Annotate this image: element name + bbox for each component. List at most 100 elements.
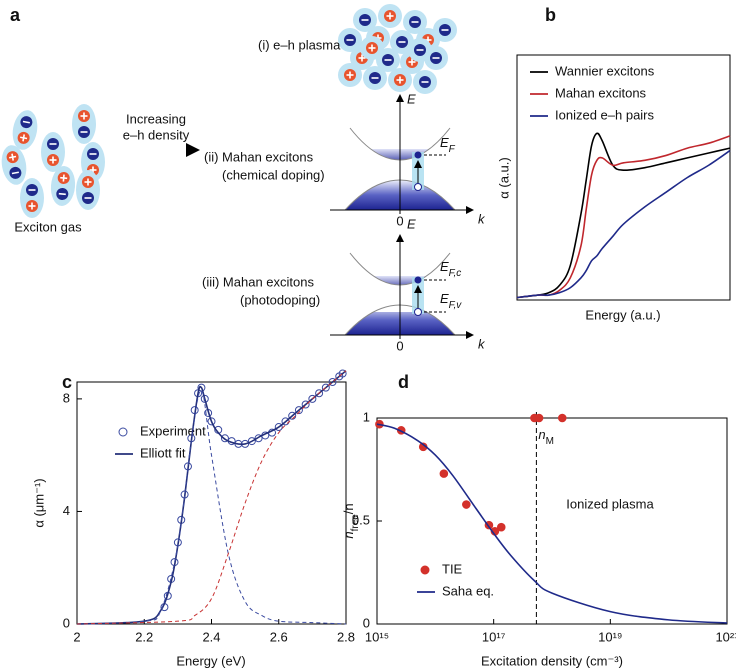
fermi-label: EF,v xyxy=(440,291,462,310)
data-point xyxy=(274,423,283,432)
mahan-label: (chemical doping) xyxy=(222,167,325,182)
y-tick-label: 8 xyxy=(63,390,70,405)
text-piece: E xyxy=(440,291,449,306)
exciton xyxy=(363,66,387,90)
x-axis-label: Energy (a.u.) xyxy=(585,307,660,322)
y-axis-label: α (μm⁻¹) xyxy=(31,478,46,527)
exciton-cloud xyxy=(72,104,96,144)
panel-letter: c xyxy=(62,372,72,392)
data-point xyxy=(294,406,303,415)
momentum-axis-label: k xyxy=(478,336,486,351)
text-piece: F,c xyxy=(449,268,462,279)
data-point xyxy=(338,369,347,378)
data-point xyxy=(207,417,216,426)
data-point xyxy=(247,437,256,446)
exciton xyxy=(50,166,76,206)
exciton xyxy=(378,4,402,28)
exciton xyxy=(390,30,414,54)
x-tick-label: 2.8 xyxy=(337,629,355,644)
component-line xyxy=(76,389,347,625)
legend-label: TIE xyxy=(442,561,463,576)
x-axis-label: Energy (eV) xyxy=(176,653,245,668)
data-point xyxy=(220,434,229,443)
sign xyxy=(22,120,30,124)
data-point xyxy=(439,469,449,478)
data-point xyxy=(534,413,544,423)
energy-axis-label: E xyxy=(407,216,416,231)
exciton xyxy=(76,170,100,210)
x-tick-label: 2 xyxy=(73,629,80,644)
legend-label: Elliott fit xyxy=(140,445,186,460)
sign xyxy=(11,171,19,175)
origin-label: 0 xyxy=(396,338,403,353)
series-line xyxy=(76,370,347,625)
annotation: Ionized plasma xyxy=(566,496,654,511)
exciton xyxy=(12,110,38,150)
mahan-label: (iii) Mahan excitons xyxy=(202,274,314,289)
data-point xyxy=(321,383,330,392)
x-tick-label: 2.4 xyxy=(202,629,220,644)
momentum-axis-label: k xyxy=(478,211,486,226)
mahan-label: (photodoping) xyxy=(240,292,320,307)
arrow-label: e–h density xyxy=(123,127,190,142)
data-point xyxy=(254,434,263,443)
legend-label: Mahan excitons xyxy=(555,85,647,100)
fermi-label: EF,c xyxy=(440,259,461,278)
series-line xyxy=(516,135,731,299)
sign xyxy=(22,134,26,142)
text-piece: n xyxy=(341,531,356,538)
x-tick-label: 10¹⁵ xyxy=(365,629,389,644)
x-axis-label: Excitation density (cm⁻³) xyxy=(481,653,623,668)
text-piece: E xyxy=(440,135,449,150)
exciton xyxy=(403,10,427,34)
exciton-cloud xyxy=(41,132,65,172)
panel-letter: b xyxy=(545,5,556,25)
mahan-label: (ii) Mahan excitons xyxy=(204,149,314,164)
density-arrow-head xyxy=(186,143,200,157)
origin-label: 0 xyxy=(396,213,403,228)
exciton xyxy=(41,132,65,172)
arrow-label: Increasing xyxy=(126,111,186,126)
text-piece: /n xyxy=(341,503,356,514)
exciton xyxy=(1,145,27,185)
fermi-label: EF xyxy=(440,135,456,154)
x-tick-label: 10¹⁷ xyxy=(482,629,506,644)
y-axis-label: nfree/n xyxy=(341,503,360,538)
exciton-cloud xyxy=(20,178,44,218)
y-tick-label: 0 xyxy=(63,615,70,630)
exciton xyxy=(72,104,96,144)
y-axis-label: α (a.u.) xyxy=(496,157,511,198)
band-diagram-chem xyxy=(330,94,474,214)
exciton xyxy=(338,28,362,52)
text-piece: free xyxy=(350,514,361,532)
data-point xyxy=(308,394,317,403)
data-point xyxy=(315,389,324,398)
panel-letter: d xyxy=(398,372,409,392)
energy-axis-label: E xyxy=(407,91,416,106)
plot-frame xyxy=(516,54,731,301)
sign xyxy=(62,174,65,182)
text-piece: F,v xyxy=(449,300,463,311)
data-point xyxy=(200,394,209,403)
y-tick-label: 4 xyxy=(63,503,70,518)
sign xyxy=(58,192,66,196)
x-tick-label: 2.2 xyxy=(135,629,153,644)
x-tick-label: 10²¹ xyxy=(715,629,736,644)
x-tick-label: 10¹⁹ xyxy=(598,629,622,644)
text-piece: M xyxy=(546,436,554,447)
threshold-label: nM xyxy=(538,427,554,446)
legend-label: Ionized e–h pairs xyxy=(555,107,655,122)
y-tick-label: 0 xyxy=(363,615,370,630)
panel-letter: a xyxy=(10,5,21,25)
legend-swatch xyxy=(118,427,128,437)
exciton-cloud xyxy=(1,145,27,185)
legend-label: Experiment xyxy=(140,423,206,438)
exciton xyxy=(433,18,457,42)
exciton xyxy=(388,68,412,92)
exciton xyxy=(360,36,384,60)
sign xyxy=(11,153,15,161)
component-line xyxy=(76,370,347,625)
exciton xyxy=(408,38,432,62)
legend-label: Wannier excitons xyxy=(555,63,655,78)
exciton xyxy=(20,178,44,218)
